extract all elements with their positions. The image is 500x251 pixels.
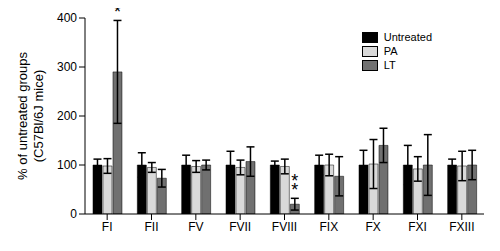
svg-text:FXI: FXI xyxy=(408,220,427,234)
svg-text:0: 0 xyxy=(70,207,77,221)
svg-text:FII: FII xyxy=(145,220,159,234)
svg-text:% of untreated groups(C57Bl/6J: % of untreated groups(C57Bl/6J mice) xyxy=(15,52,46,180)
svg-text:100: 100 xyxy=(57,158,77,172)
svg-text:300: 300 xyxy=(57,60,77,74)
html-text:PA: PA xyxy=(383,45,398,57)
svg-text:FX: FX xyxy=(365,220,380,234)
svg-text:FXIII: FXIII xyxy=(449,220,474,234)
svg-text:FIX: FIX xyxy=(319,220,338,234)
svg-text:*: * xyxy=(291,180,298,200)
svg-text:FI: FI xyxy=(102,220,113,234)
svg-text:*: * xyxy=(114,8,121,22)
svg-text:FVII: FVII xyxy=(229,220,251,234)
svg-text:FVIII: FVIII xyxy=(272,220,297,234)
svg-text:400: 400 xyxy=(57,11,77,25)
html-text:LT: LT xyxy=(383,59,396,71)
svg-text:FV: FV xyxy=(188,220,203,234)
html-text:Untreated: Untreated xyxy=(383,31,432,43)
svg-text:200: 200 xyxy=(57,109,77,123)
